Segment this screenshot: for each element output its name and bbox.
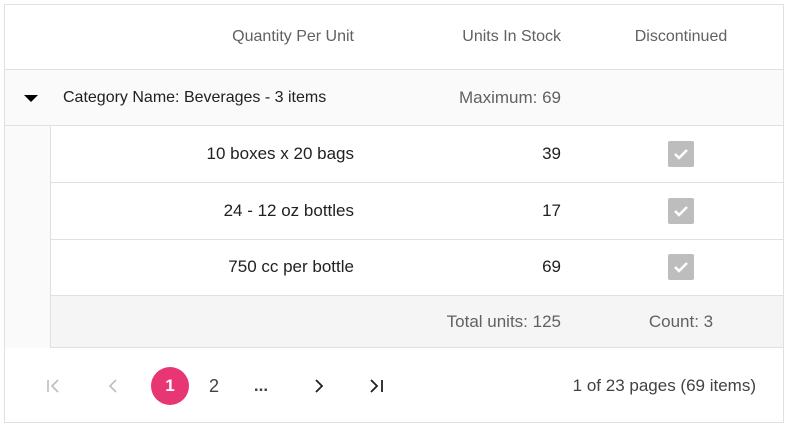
quantity-cell: 24 - 12 oz bottles — [223, 201, 354, 220]
pager: 1 2 ... 1 of 23 pages (69 items) — [5, 348, 783, 423]
column-header-discontinued[interactable]: Discontinued — [634, 28, 728, 45]
next-page-icon[interactable] — [309, 367, 329, 405]
table-row[interactable]: 10 boxes x 20 bags 39 — [50, 126, 783, 183]
units-cell: 69 — [542, 257, 561, 276]
quantity-cell: 750 cc per bottle — [228, 257, 354, 276]
units-summary: Total units: 125 — [446, 311, 561, 331]
previous-page-icon[interactable] — [103, 367, 123, 405]
collapse-caret-icon[interactable] — [23, 70, 39, 125]
table-row[interactable]: 24 - 12 oz bottles 17 — [50, 183, 783, 240]
column-header-units[interactable]: Units In Stock — [462, 28, 561, 45]
group-aggregate: Maximum: 69 — [458, 87, 561, 107]
page-1-button[interactable]: 1 — [151, 367, 189, 405]
discontinued-cell — [581, 183, 781, 239]
discontinued-cell — [581, 239, 781, 295]
units-cell: 17 — [542, 201, 561, 220]
discontinued-cell — [581, 126, 781, 182]
checkbox-checked-icon[interactable] — [668, 198, 694, 224]
data-grid: Quantity Per Unit Units In Stock Discont… — [4, 4, 784, 423]
group-footer-row: Total units: 125 Count: 3 — [50, 296, 783, 348]
checkbox-checked-icon[interactable] — [668, 141, 694, 167]
header-row: Quantity Per Unit Units In Stock Discont… — [5, 5, 783, 70]
group-caption: Category Name: Beverages - 3 items — [63, 88, 327, 106]
group-indent — [5, 126, 50, 348]
units-cell: 39 — [542, 144, 561, 163]
table-row[interactable]: 750 cc per bottle 69 — [50, 239, 783, 296]
group-row: Category Name: Beverages - 3 items Maxim… — [5, 70, 783, 126]
checkbox-checked-icon[interactable] — [668, 254, 694, 280]
first-page-icon[interactable] — [41, 367, 65, 405]
quantity-cell: 10 boxes x 20 bags — [206, 144, 354, 163]
page-2-button[interactable]: 2 — [208, 375, 219, 396]
discontinued-summary: Count: 3 — [648, 311, 714, 331]
more-pages-button[interactable]: ... — [253, 376, 269, 395]
column-header-quantity[interactable]: Quantity Per Unit — [232, 28, 354, 45]
last-page-icon[interactable] — [365, 367, 389, 405]
pager-info: 1 of 23 pages (69 items) — [572, 376, 756, 395]
